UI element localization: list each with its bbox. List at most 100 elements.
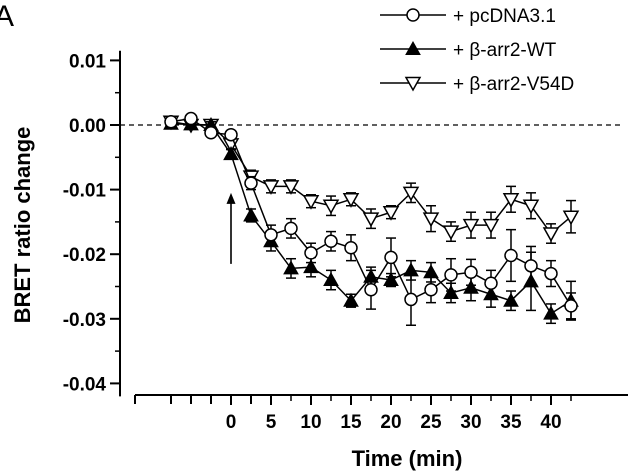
data-point xyxy=(204,126,218,140)
circle-marker-shape xyxy=(264,228,278,242)
triangle-down-marker-shape xyxy=(382,205,400,221)
data-point xyxy=(463,279,479,294)
data-point xyxy=(344,240,358,255)
data-point xyxy=(562,210,580,226)
circle-marker-shape xyxy=(384,250,398,265)
data-point xyxy=(504,248,518,263)
triangle-up-marker-shape xyxy=(283,260,299,275)
legend-entry-1: + pcDNA3.1 xyxy=(380,6,556,27)
data-point xyxy=(383,272,399,287)
y-tick-label: 0.00 xyxy=(69,116,106,137)
data-point xyxy=(424,282,438,297)
circle-marker-shape xyxy=(184,111,198,126)
data-point xyxy=(484,276,498,291)
triangle-down-marker-shape xyxy=(422,212,440,228)
y-tick-label: 0.01 xyxy=(69,51,106,72)
triangle-up-marker-shape xyxy=(323,272,339,287)
y-tick-label: -0.02 xyxy=(63,245,106,266)
circle-marker-shape xyxy=(204,126,218,140)
x-tick-label: 40 xyxy=(540,412,561,433)
y-tick-label: -0.01 xyxy=(63,181,107,202)
circle-marker-shape xyxy=(544,266,558,281)
data-point xyxy=(462,218,480,234)
circle-marker-shape xyxy=(524,259,538,273)
triangle-up-marker-shape xyxy=(463,279,479,294)
triangle-up-marker-shape xyxy=(503,292,519,307)
legend-label: + pcDNA3.1 xyxy=(453,6,556,27)
legend-marker xyxy=(404,76,422,92)
data-point xyxy=(184,111,198,126)
legend-marker xyxy=(405,40,421,55)
x-tick-label: 5 xyxy=(266,412,277,433)
data-point xyxy=(262,180,280,195)
circle-marker-shape xyxy=(244,176,258,190)
triangle-down-marker-shape xyxy=(302,194,320,210)
circle-marker-shape xyxy=(324,234,338,249)
triangle-down-marker-shape xyxy=(402,186,420,202)
triangle-up-marker-shape xyxy=(383,272,399,287)
triangle-up-marker-shape xyxy=(443,284,459,299)
panel-label: A xyxy=(0,0,14,33)
circle-marker-shape xyxy=(504,248,518,263)
data-point xyxy=(284,221,298,236)
data-point xyxy=(564,299,578,313)
x-tick-label: 0 xyxy=(226,412,237,433)
data-point xyxy=(444,268,458,282)
triangle-up-marker-shape xyxy=(223,146,239,161)
data-point xyxy=(404,292,418,307)
plot-area xyxy=(162,111,580,327)
data-point xyxy=(283,260,299,275)
triangle-up-marker-shape xyxy=(243,207,259,222)
y-tick-label: -0.03 xyxy=(63,310,106,331)
x-tick-label: 15 xyxy=(340,412,362,433)
data-point xyxy=(342,193,360,208)
data-point xyxy=(264,228,278,242)
circle-marker-shape xyxy=(304,246,318,260)
legend-label: + β-arr2-WT xyxy=(453,40,557,61)
legend-marker xyxy=(406,8,420,22)
triangle-down-marker-shape xyxy=(404,76,422,92)
circle-marker-shape xyxy=(284,221,298,236)
triangle-up-marker-shape xyxy=(405,40,421,55)
legend-entry-3: + β-arr2-V54D xyxy=(380,74,574,95)
y-axis-title: BRET ratio change xyxy=(10,127,35,324)
axes: 0.01 0.00 -0.01 -0.02 -0.03 -0.04 0 5 10 15 20 25 30… xyxy=(63,50,628,433)
triangle-up-marker-shape xyxy=(303,259,319,274)
data-point xyxy=(544,266,558,281)
data-point xyxy=(364,282,378,297)
triangle-up-marker-shape xyxy=(343,292,359,307)
triangle-up-marker-shape xyxy=(543,305,559,320)
x-tick-label: 25 xyxy=(420,412,442,433)
triangle-down-marker-shape xyxy=(442,225,460,241)
legend-label: + β-arr2-V54D xyxy=(453,74,574,95)
legend: + pcDNA3.1 + β-arr2-WT + β-arr2-V54D xyxy=(380,6,574,95)
triangle-down-marker-shape xyxy=(322,199,340,215)
circle-marker-shape xyxy=(364,282,378,297)
triangle-down-marker-shape xyxy=(522,199,540,215)
triangle-down-marker-shape xyxy=(262,180,280,195)
data-point xyxy=(482,218,500,234)
data-point xyxy=(543,305,559,320)
data-point xyxy=(443,284,459,299)
data-point xyxy=(362,212,380,228)
circle-marker-shape xyxy=(424,282,438,297)
x-tick-label: 35 xyxy=(500,412,522,433)
circle-marker-shape xyxy=(444,268,458,282)
circle-marker-shape xyxy=(484,276,498,291)
circle-marker-shape xyxy=(344,240,358,255)
series-1 xyxy=(164,111,578,327)
y-tick-label: -0.04 xyxy=(63,374,107,395)
circle-marker-shape xyxy=(404,292,418,307)
data-point xyxy=(304,246,318,260)
data-point xyxy=(244,176,258,190)
triangle-down-marker-shape xyxy=(542,227,560,243)
x-tick-label: 30 xyxy=(460,412,481,433)
circle-marker-shape xyxy=(406,8,420,22)
triangle-down-marker-shape xyxy=(462,218,480,234)
circle-marker-shape xyxy=(564,299,578,313)
data-point xyxy=(442,225,460,241)
legend-entry-2: + β-arr2-WT xyxy=(380,40,557,61)
data-point xyxy=(464,265,478,280)
data-point xyxy=(382,205,400,221)
